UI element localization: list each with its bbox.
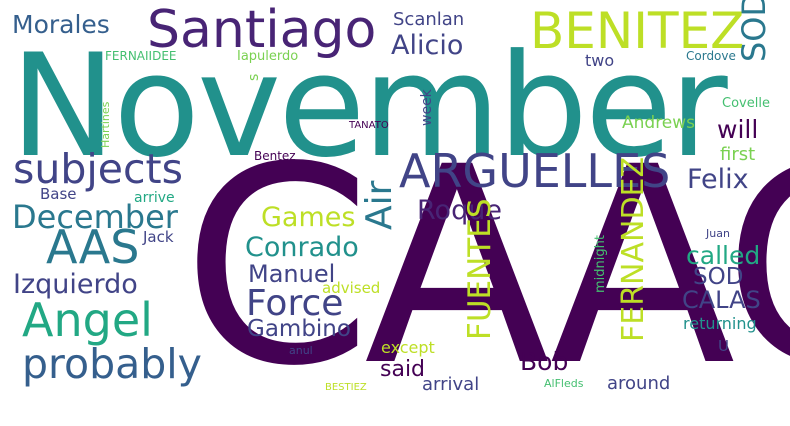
word-conrado: Conrado — [245, 232, 359, 263]
word-cordove: Cordove — [686, 49, 736, 63]
word-felix: Felix — [687, 164, 749, 195]
word-sod: SOD — [693, 264, 744, 290]
word-andrews: Andrews — [622, 113, 696, 133]
word-aas: AAS — [46, 220, 140, 274]
word-cloud: CAAC November Morales Santiago Scanlan A… — [10, 0, 790, 426]
word-arguelles: ARGUELLES — [399, 144, 671, 198]
word-advised: advised — [322, 279, 381, 297]
word-air: Air — [359, 180, 400, 230]
word-bob: Bob — [520, 347, 569, 376]
word-gambino: Gambino — [247, 316, 351, 342]
word-november: November — [10, 24, 728, 189]
word-force: Force — [246, 283, 344, 324]
word-benitez-caps: BENITEZ — [530, 2, 745, 60]
word-s: s — [246, 73, 262, 81]
word-anul: anul — [289, 344, 313, 357]
word-week: week — [419, 89, 435, 126]
word-covelle: Covelle — [722, 96, 770, 111]
word-december: December — [12, 198, 178, 236]
word-two: two — [585, 51, 615, 70]
word-said: said — [380, 357, 426, 382]
word-fernaiidee: FERNAIIDEE — [105, 49, 177, 63]
word-alfleds: AlFleds — [544, 377, 584, 390]
word-santiago: Santiago — [147, 0, 377, 60]
word-juan: Juan — [706, 227, 730, 240]
word-jack: Jack — [143, 228, 174, 246]
word-fuentes: FUENTES — [462, 198, 498, 341]
word-manuel: Manuel — [248, 260, 336, 288]
word-sod-top: SOD — [735, 0, 773, 62]
word-morales: Morales — [12, 10, 110, 39]
word-alicio: Alicio — [391, 30, 464, 61]
word-base: Base — [40, 185, 77, 203]
word-except: except — [381, 338, 435, 357]
word-iapulerdo: Iapulerdo — [237, 49, 299, 64]
word-scanlan: Scanlan — [393, 9, 465, 30]
word-arrival: arrival — [422, 374, 480, 395]
word-bestiez: BESTIEZ — [325, 382, 367, 393]
word-u: U — [718, 337, 729, 355]
word-caac: CAAC — [182, 110, 790, 426]
word-roque: Roque — [417, 195, 502, 226]
word-tanato: TANATO — [349, 120, 389, 131]
word-around: around — [607, 373, 671, 394]
word-fernandez: FERNANDEZ — [616, 156, 651, 342]
word-bentez: Bentez — [254, 149, 296, 163]
word-first: first — [720, 144, 756, 165]
word-will: will — [717, 115, 759, 144]
word-izquierdo: Izquierdo — [13, 269, 138, 300]
word-probably: probably — [22, 340, 202, 388]
word-hartines: Hartines — [99, 101, 112, 148]
word-returning: returning — [683, 314, 757, 333]
word-midnight: midnight — [593, 235, 608, 293]
word-games: Games — [261, 202, 356, 233]
word-arrive: arrive — [134, 190, 175, 206]
word-calas: CALAS — [682, 286, 761, 314]
word-angel: Angel — [22, 293, 153, 347]
word-subjects: subjects — [13, 145, 183, 193]
word-called: called — [686, 241, 761, 270]
